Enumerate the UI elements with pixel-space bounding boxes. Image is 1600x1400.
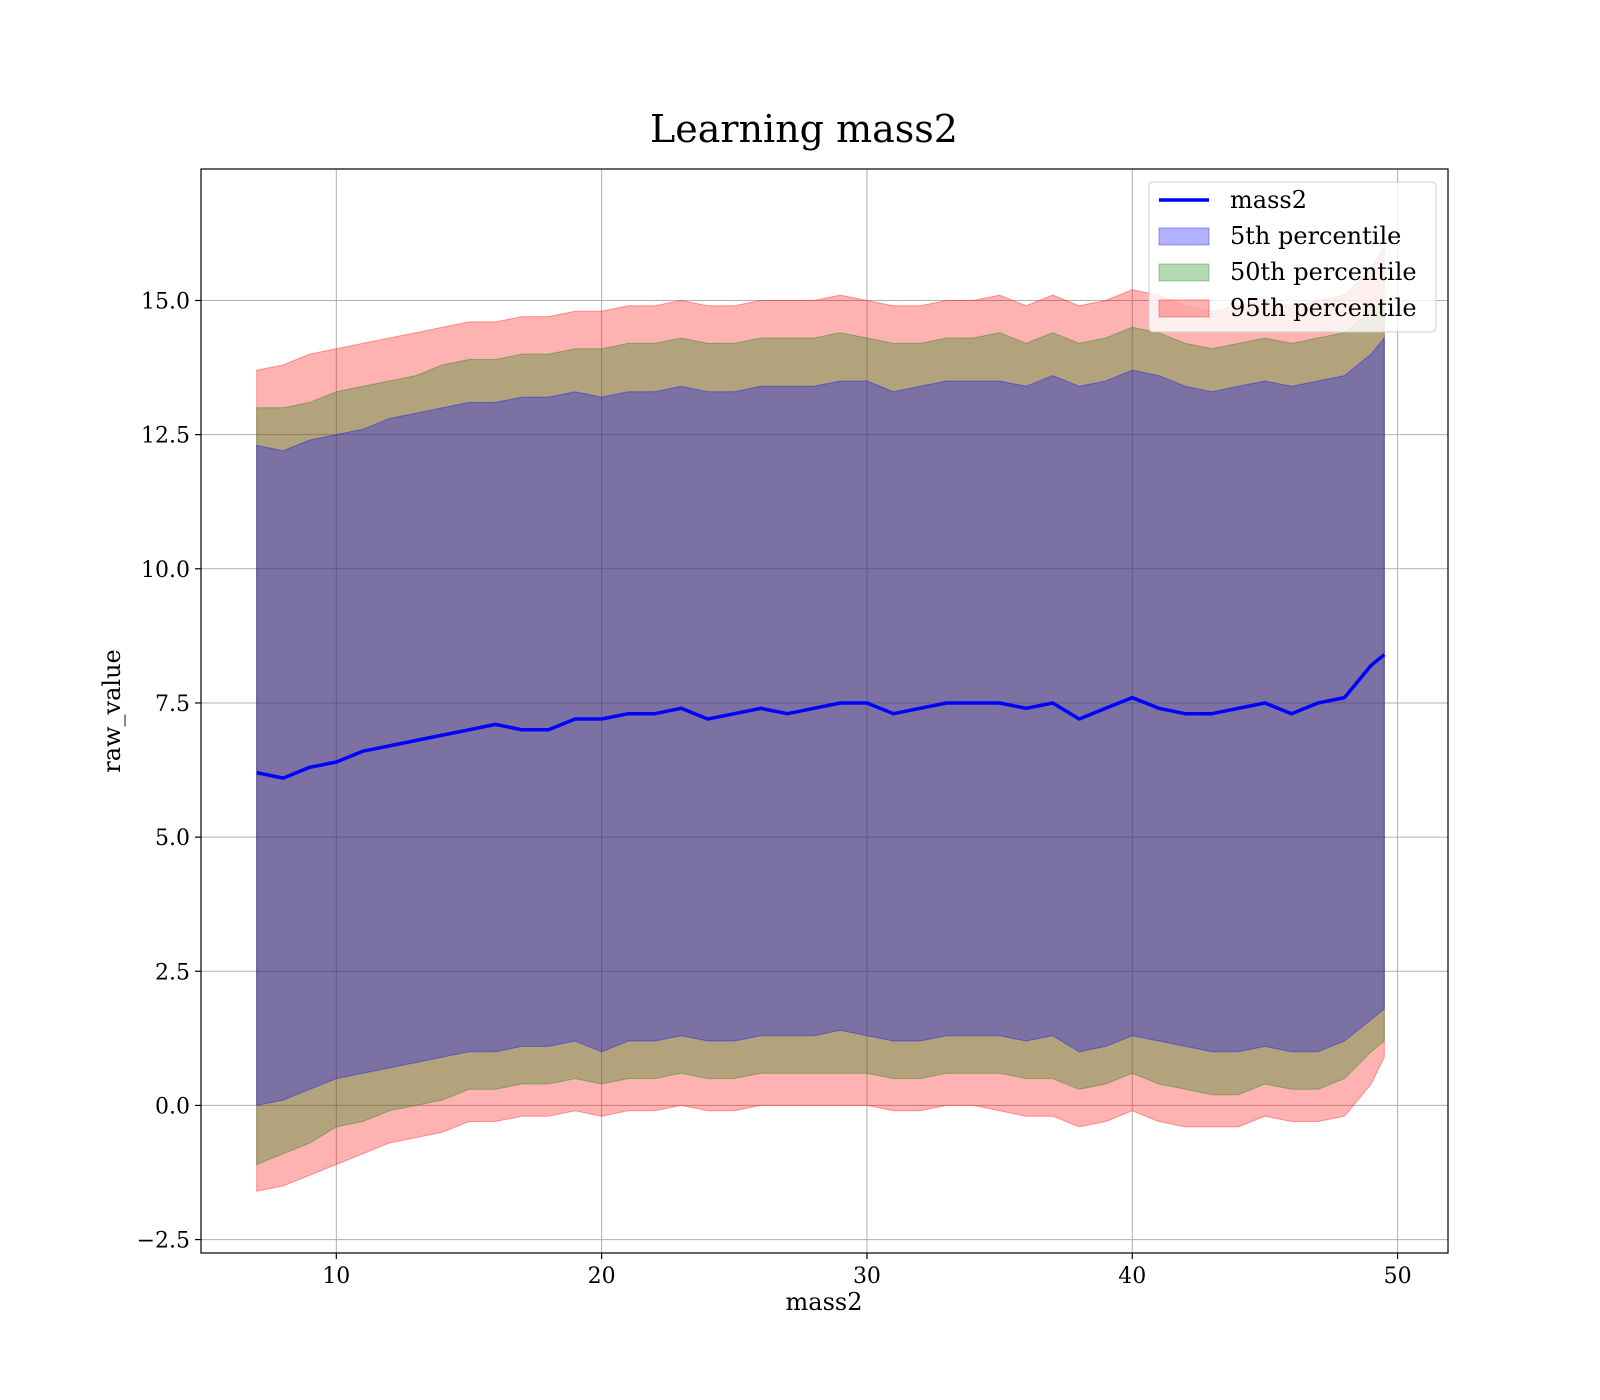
series-line-mass2 [256, 653, 1386, 780]
y-tick-label: 10.0 [141, 558, 190, 583]
x-tick-label: 20 [588, 1264, 616, 1289]
y-axis-label: raw_value [98, 649, 126, 773]
percentile-bands [256, 245, 1385, 1192]
x-tick-label: 30 [853, 1264, 881, 1289]
band-95th-percentile [256, 245, 1385, 1192]
x-axis: 10 20 30 40 50 [322, 1253, 1412, 1289]
x-tick-label: 40 [1118, 1264, 1146, 1289]
band-5th-percentile [256, 336, 1385, 1107]
x-tick-label: 10 [322, 1264, 350, 1289]
legend-box [1148, 181, 1437, 333]
y-tick-label: 7.5 [155, 692, 190, 717]
legend-label: 95th percentile [1230, 294, 1417, 322]
y-tick-label: 0.0 [155, 1094, 190, 1119]
x-axis-label: mass2 [786, 1288, 863, 1316]
y-tick-label: 15.0 [141, 289, 190, 314]
x-tick-label: 50 [1384, 1264, 1412, 1289]
y-tick-label: 5.0 [155, 826, 190, 851]
legend-label: 5th percentile [1230, 222, 1401, 250]
band-50th-percentile [256, 299, 1385, 1166]
legend: mass2 5th percentile 50th percentile 95th p… [1148, 181, 1437, 333]
legend-label: 50th percentile [1230, 258, 1417, 286]
legend-label: mass2 [1230, 186, 1307, 214]
legend-swatch [1158, 263, 1210, 282]
y-tick-label: 12.5 [141, 424, 190, 449]
y-tick-label: −2.5 [137, 1229, 190, 1254]
plot-area [200, 168, 1449, 1254]
grid [201, 169, 1448, 1253]
y-tick-label: 2.5 [155, 960, 190, 985]
series-lines [256, 653, 1386, 780]
legend-swatch [1158, 299, 1210, 318]
legend-swatch [1158, 227, 1210, 246]
y-axis: −2.5 0.0 2.5 5.0 7.5 10.0 12.5 15.0 [137, 289, 201, 1254]
plot-frame [200, 168, 1449, 1254]
chart-title: Learning mass2 [650, 107, 958, 151]
